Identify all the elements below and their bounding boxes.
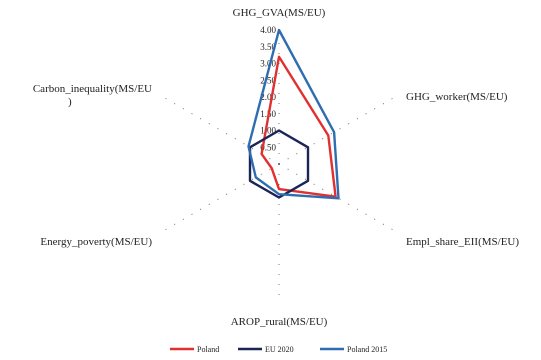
axis-label-5: Carbon_inequality(MS/EU [33,83,152,95]
tick-label: 2.50 [260,75,276,85]
tick-label: 3.00 [260,59,276,69]
legend: Poland EU 2020 Poland 2015 [170,345,387,354]
axis-label-0: GHG_GVA(MS/EU) [233,7,326,19]
axis-labels: GHG_GVA(MS/EU) GHG_worker(MS/EU) Empl_shar… [33,7,520,328]
tick-label: 4.00 [260,25,276,35]
axis-label-1: GHG_worker(MS/EU) [406,91,508,103]
tick-label: 0.50 [260,142,276,152]
axis-label-4: Energy_poverty(MS/EU) [40,236,152,248]
series-poland [260,55,337,198]
axis-label-2: Empl_share_EII(MS/EU) [406,236,519,248]
series-eu-2020 [248,129,310,199]
legend-label: Poland 2015 [347,345,387,354]
legend-label: Poland [197,345,219,354]
tick-label: 1.00 [260,126,276,136]
series-poland-2015 [247,28,340,200]
radar-spokes [162,30,396,298]
spoke-4 [162,163,280,232]
tick-label: 2.00 [260,92,276,102]
tick-label: 3.50 [260,42,276,52]
axis-label-3: AROP_rural(MS/EU) [231,316,328,328]
axis-label-5-cont: ) [68,96,72,108]
legend-label: EU 2020 [265,345,294,354]
radar-series [247,28,340,200]
spoke-1 [278,96,396,165]
